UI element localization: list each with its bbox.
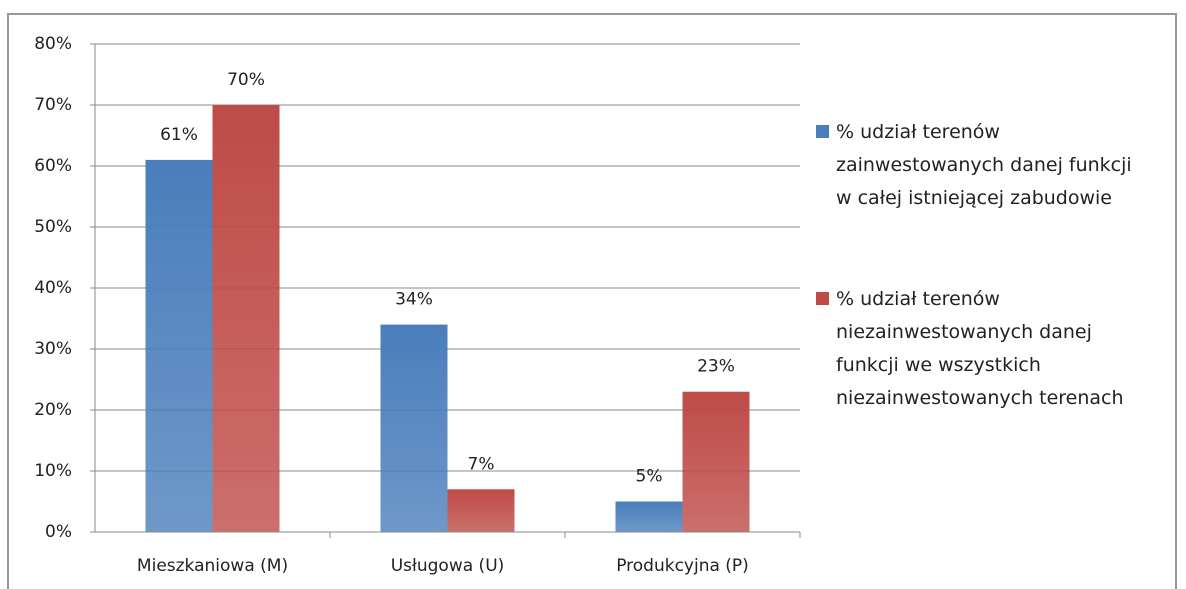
legend-item: % udział terenów niezainwestowanych dane… (816, 283, 1146, 415)
legend-item: % udział terenów zainwestowanych danej f… (816, 116, 1146, 215)
y-tick-label: 0% (45, 522, 72, 542)
y-tick-label: 60% (34, 156, 72, 176)
legend: % udział terenów zainwestowanych danej f… (816, 116, 1146, 483)
x-tick-label: Usługowa (U) (391, 556, 505, 576)
x-tick-label: Mieszkaniowa (M) (137, 556, 288, 576)
value-label: 70% (227, 70, 265, 90)
value-label: 23% (697, 357, 735, 377)
chart-border (7, 13, 1177, 589)
value-label: 5% (636, 467, 663, 487)
bar (615, 501, 683, 532)
y-tick-label: 40% (34, 278, 72, 298)
bar (145, 159, 213, 532)
x-tick-label: Produkcyjna (P) (616, 556, 749, 576)
y-tick-label: 20% (34, 400, 72, 420)
value-label: 7% (468, 454, 495, 474)
bar (212, 105, 280, 532)
bar (682, 391, 750, 532)
legend-swatch (816, 125, 829, 138)
value-label: 34% (395, 290, 433, 310)
legend-swatch (816, 292, 829, 305)
y-tick-label: 80% (34, 34, 72, 54)
y-tick-label: 30% (34, 339, 72, 359)
value-label: 61% (160, 125, 198, 145)
bar (380, 324, 448, 532)
bar (447, 489, 515, 532)
y-tick-label: 50% (34, 217, 72, 237)
legend-label: % udział terenów zainwestowanych danej f… (836, 121, 1132, 209)
legend-label: % udział terenów niezainwestowanych dane… (836, 288, 1124, 409)
y-tick-label: 10% (34, 461, 72, 481)
y-tick-label: 70% (34, 95, 72, 115)
